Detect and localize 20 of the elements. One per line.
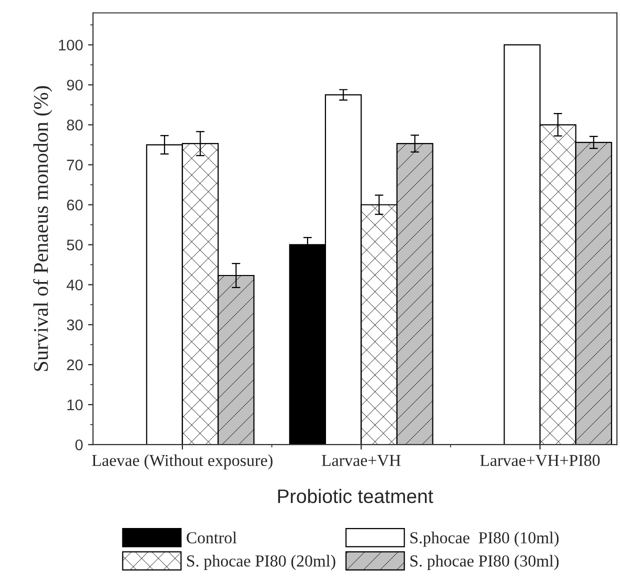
y-tick-label: 70 <box>67 160 83 170</box>
legend-label: Control <box>186 532 237 544</box>
x-tick-label: Larvae+VH+PI80 <box>480 454 600 466</box>
legend-label: S. phocae PI80 (20ml) <box>187 554 336 570</box>
y-tick-label: 40 <box>66 280 83 290</box>
x-tick-label: Laevae (Without exposure) <box>92 454 272 470</box>
x-axis-title: Probiotic teatment <box>278 488 434 504</box>
y-tick-label: 20 <box>67 360 83 370</box>
x-tick-label: Larvae+VH <box>322 454 401 466</box>
y-tick-label: 30 <box>66 320 83 330</box>
legend-label: S. phocae PI80 (30ml) <box>410 554 559 570</box>
y-tick-label: 10 <box>67 399 83 410</box>
y-tick-label: 80 <box>66 120 83 130</box>
y-tick-label: 60 <box>67 200 83 210</box>
y-axis-title: Survival of Penaeus monodon (%) <box>33 86 52 371</box>
legend-label: S.phocae PI80 (10ml) <box>410 532 559 547</box>
y-tick-label: 90 <box>67 80 83 91</box>
y-tick-label: 0 <box>75 439 83 450</box>
y-tick-label: 100 <box>58 40 83 51</box>
y-tick-label: 50 <box>66 240 83 250</box>
